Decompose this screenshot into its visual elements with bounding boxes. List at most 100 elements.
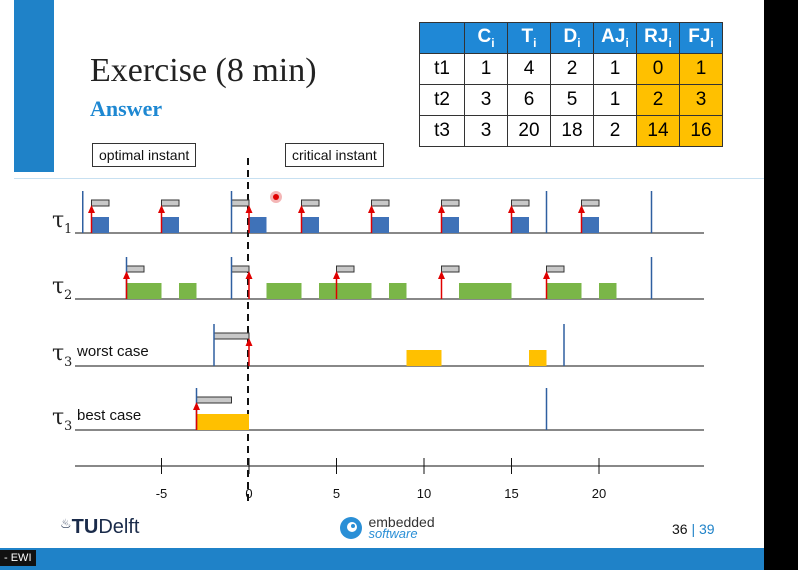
jitter-bar xyxy=(231,265,250,273)
page-current: 36 xyxy=(672,521,688,537)
jitter-bar xyxy=(371,199,390,207)
execution-block xyxy=(301,217,319,233)
arrow-head xyxy=(543,271,550,279)
arrow-head xyxy=(368,205,375,213)
jitter-bar xyxy=(231,199,250,207)
jitter-bar xyxy=(213,332,250,340)
execution-block xyxy=(441,217,459,233)
tudelft-logo: ♨TUDelft xyxy=(60,516,139,539)
arrow-head xyxy=(245,338,253,346)
table-header-fj: FJi xyxy=(679,22,723,54)
task-label: τ xyxy=(52,208,64,233)
jitter-bar xyxy=(91,199,110,207)
execution-block xyxy=(91,217,109,233)
table-header-t: Ti xyxy=(507,22,551,54)
table-cell-highlight: 2 xyxy=(636,84,680,116)
task-row: τ 3 best case xyxy=(52,388,704,434)
execution-block xyxy=(179,283,197,299)
arrow-head xyxy=(298,205,305,213)
table-cell-highlight: 14 xyxy=(636,115,680,147)
jitter-bar xyxy=(511,199,530,207)
bottom-blue-bar xyxy=(0,548,764,570)
arrow-head xyxy=(438,205,445,213)
table-cell-name: t3 xyxy=(419,115,465,147)
arrow-head xyxy=(88,205,95,213)
table-cell-highlight: 1 xyxy=(679,53,723,85)
axis-tick-label: -5 xyxy=(156,486,168,501)
header-separator xyxy=(14,178,764,179)
slide-title: Exercise (8 min) xyxy=(90,52,317,89)
page-total: 39 xyxy=(699,521,715,537)
table-cell: 4 xyxy=(507,53,551,85)
arrow-head xyxy=(578,205,585,213)
blue-accent-bar xyxy=(14,0,54,172)
execution-block xyxy=(581,217,599,233)
axis-tick-label: 15 xyxy=(504,486,518,501)
time-axis: -5 0 5 10 15 20 xyxy=(75,458,704,501)
execution-block xyxy=(529,350,547,366)
arrow-head xyxy=(333,271,340,279)
jitter-bar xyxy=(126,265,145,273)
arrow-head xyxy=(158,205,165,213)
axis-tick-label: 0 xyxy=(245,486,252,501)
jitter-bar xyxy=(441,265,460,273)
execution-block xyxy=(459,283,512,299)
table-row: t1 1 4 2 1 0 1 xyxy=(419,53,723,85)
table-cell: 6 xyxy=(507,84,551,116)
table-header-row: Ci Ti Di AJi RJi FJi xyxy=(419,22,723,54)
task-label: τ xyxy=(52,405,64,430)
arrow-head xyxy=(245,205,253,213)
task-subscript: 1 xyxy=(64,222,72,237)
table-cell-highlight: 3 xyxy=(679,84,723,116)
execution-block xyxy=(406,350,442,366)
arrow-head xyxy=(508,205,515,213)
arrow-head xyxy=(193,402,200,410)
jitter-bar xyxy=(546,265,565,273)
critical-instant-box: critical instant xyxy=(285,143,384,167)
execution-block xyxy=(161,217,179,233)
task-subscript: 2 xyxy=(64,288,72,303)
table-cell: 2 xyxy=(550,53,594,85)
jitter-bar xyxy=(441,199,460,207)
task-label: τ xyxy=(52,341,64,366)
page-separator: | xyxy=(691,521,696,537)
execution-block xyxy=(319,283,372,299)
execution-block xyxy=(266,283,302,299)
table-cell-highlight: 16 xyxy=(679,115,723,147)
slide-subtitle: Answer xyxy=(90,96,163,121)
table-cell-highlight: 0 xyxy=(636,53,680,85)
page-number: 36 | 39 xyxy=(672,521,715,537)
execution-block xyxy=(196,414,249,430)
task-label: τ xyxy=(52,274,64,299)
jitter-bar xyxy=(196,396,232,404)
table-row: t3 3 20 18 2 14 16 xyxy=(419,115,723,147)
axis-tick-label: 10 xyxy=(417,486,431,501)
table-cell-name: t1 xyxy=(419,53,465,85)
table-header-d: Di xyxy=(550,22,594,54)
task-subscript: 3 xyxy=(64,355,72,370)
table-header-empty xyxy=(419,22,465,54)
table-header-aj: AJi xyxy=(593,22,637,54)
axis-tick-label: 5 xyxy=(333,486,340,501)
arrow-head xyxy=(245,271,253,279)
table-cell-name: t2 xyxy=(419,84,465,116)
axis-tick-label: 20 xyxy=(592,486,606,501)
jitter-bar xyxy=(336,265,355,273)
table-cell: 3 xyxy=(464,115,508,147)
execution-block xyxy=(389,283,407,299)
execution-block xyxy=(599,283,617,299)
logo-software: software xyxy=(368,526,418,541)
execution-block xyxy=(371,217,389,233)
execution-block xyxy=(249,217,267,233)
case-label: best case xyxy=(77,407,141,424)
execution-block xyxy=(126,283,162,299)
flame-icon: ♨ xyxy=(60,516,72,531)
optimal-instant-box: optimal instant xyxy=(92,143,197,167)
jitter-bar xyxy=(161,199,180,207)
case-label: worst case xyxy=(76,343,149,360)
arrow-head xyxy=(438,271,445,279)
execution-block xyxy=(546,283,582,299)
